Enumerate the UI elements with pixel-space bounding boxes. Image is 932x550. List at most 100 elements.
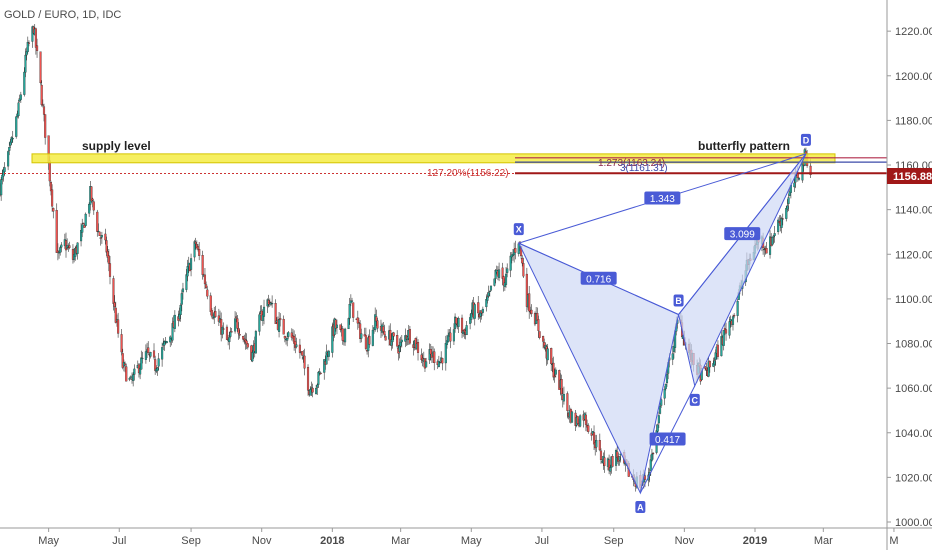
candle-body [452, 329, 455, 342]
last-price-text: 1156.88 [893, 171, 932, 183]
pattern-point-c: C [692, 395, 699, 405]
candle-body [97, 230, 100, 233]
candle-body [773, 233, 776, 236]
candle-body [371, 329, 374, 346]
candle-body [584, 414, 587, 425]
candle-body [190, 258, 193, 270]
candle-body [309, 389, 312, 396]
x-tick-label: May [38, 535, 59, 547]
candle-body [618, 456, 621, 461]
candle-body [8, 147, 11, 151]
candle-body [132, 374, 135, 381]
ratio-label-0-417: 0.417 [655, 435, 680, 446]
candle-body [41, 104, 44, 106]
candle-body [470, 313, 473, 320]
candle-body [733, 315, 736, 317]
candle-body [530, 309, 533, 314]
candle-body [68, 245, 71, 248]
candle-body [489, 285, 493, 291]
candle-body [48, 160, 51, 182]
candle-body [609, 467, 612, 472]
candle-body [671, 353, 674, 360]
candle-body [173, 314, 176, 329]
candle-body [254, 331, 257, 354]
x-tick-label: Jul [112, 535, 126, 547]
candle-body [396, 335, 399, 347]
candle-body [125, 366, 128, 382]
candle-body [598, 440, 601, 451]
x-tick-label: Sep [604, 535, 624, 547]
candle-body [595, 440, 598, 448]
x-tick-label: May [461, 535, 482, 547]
candle-body [399, 341, 402, 347]
candle-body [287, 332, 290, 337]
candle-body [222, 328, 225, 330]
candle-body [278, 319, 281, 332]
candle-body [44, 114, 47, 138]
candle-body [650, 453, 653, 461]
candle-body [144, 351, 147, 360]
candle-body [708, 360, 711, 368]
candle-body [154, 359, 157, 371]
candle-body [720, 336, 723, 357]
candle-body [714, 352, 717, 360]
candle-body [169, 336, 172, 343]
candle-body [181, 288, 185, 293]
candle-body [34, 28, 37, 48]
candle-body [258, 314, 261, 332]
candle-body [364, 335, 367, 349]
x-tick-label: M [889, 535, 898, 547]
candle-body [570, 411, 574, 423]
candle-body [522, 263, 525, 277]
candle-body [357, 322, 361, 324]
candle-body [460, 317, 464, 333]
candle-body [147, 347, 150, 353]
candle-body [24, 54, 27, 73]
candle-body [210, 309, 213, 317]
candle-body [230, 331, 233, 333]
candle-body [161, 347, 164, 360]
candle-body [40, 84, 43, 105]
candle-body [537, 319, 540, 331]
pattern-point-d: D [803, 135, 810, 145]
candle-body [348, 304, 351, 319]
candle-body [311, 387, 314, 393]
candle-body [36, 45, 39, 51]
x-tick-label: Sep [181, 535, 201, 547]
candle-body [3, 167, 6, 172]
ratio-label-1-343: 1.343 [650, 194, 675, 205]
candle-body [479, 312, 482, 317]
candle-body [221, 327, 224, 335]
candle-body [579, 415, 582, 427]
candle-body [477, 302, 480, 314]
candle-body [42, 106, 46, 115]
candle-body [501, 267, 504, 279]
ratio-label-bg [724, 227, 761, 241]
candle-body [55, 210, 58, 253]
candle-body [350, 300, 354, 302]
candle-body [809, 165, 812, 176]
candle-body [787, 197, 790, 204]
candle-body [449, 332, 452, 342]
candle-body [797, 177, 801, 180]
pattern-point-x: X [516, 225, 522, 235]
candle-body [657, 415, 660, 424]
candle-body [301, 351, 304, 356]
candle-body [444, 343, 447, 364]
candle-body [433, 351, 436, 364]
candle-body [465, 325, 468, 336]
candle-body [481, 308, 484, 313]
candle-body [736, 300, 739, 316]
candle-body [129, 376, 132, 378]
candle-body [382, 326, 385, 332]
level-1161-label: 3(1161.31) [620, 163, 668, 174]
candle-body [384, 336, 387, 341]
candle-body [319, 372, 322, 374]
candle-body [335, 324, 339, 328]
candle-body [665, 374, 669, 384]
y-tick-label: 1140.00 [895, 205, 932, 217]
candle-body [98, 231, 101, 237]
candle-body [400, 339, 403, 343]
candle-body [327, 350, 330, 357]
candle-body [457, 318, 460, 327]
